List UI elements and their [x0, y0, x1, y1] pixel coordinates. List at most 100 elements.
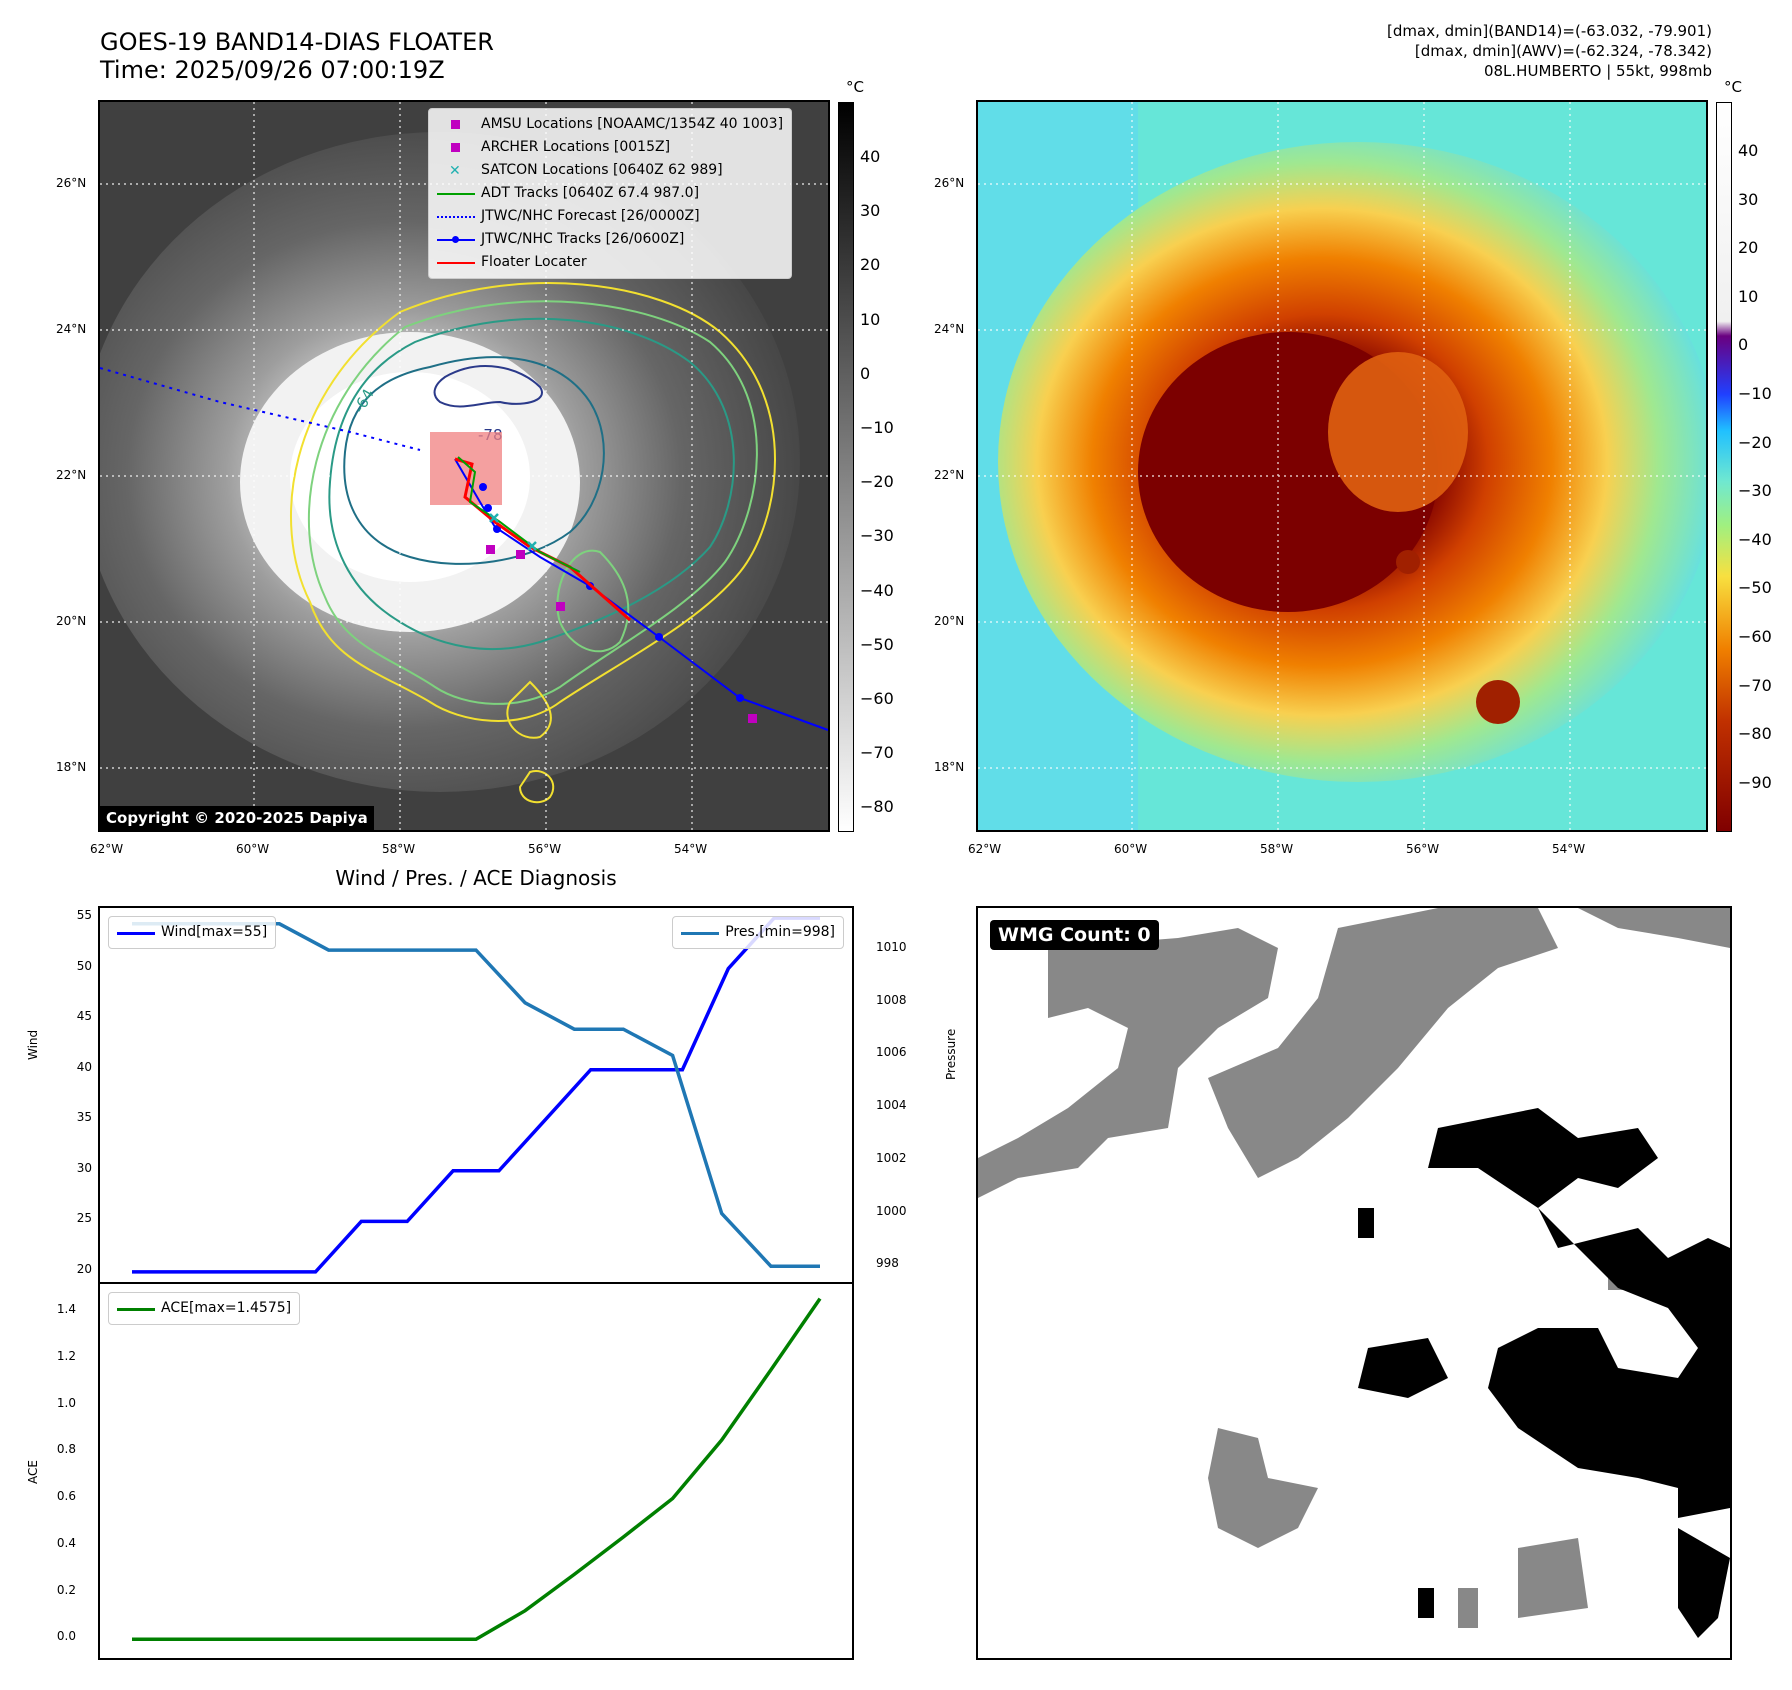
- colorbar-color-tick: 0: [1738, 335, 1749, 355]
- info-band14-range: [dmax, dmin](BAND14)=(-63.032, -79.901): [1387, 22, 1712, 40]
- pressure-legend: Pres.[min=998]: [672, 916, 844, 949]
- legend-symbol: ✕: [449, 162, 461, 179]
- colorbar-gray-tick: 10: [860, 309, 881, 329]
- lat-tick: 22°N: [934, 468, 965, 482]
- ace-ytick: 1.0: [56, 1395, 76, 1410]
- colorbar-gray-tick: −60: [860, 689, 894, 708]
- lon-tick: 56°W: [1406, 842, 1440, 856]
- pressure-ytick: 1002: [876, 1150, 907, 1165]
- map-legend-label: JTWC/NHC Tracks [26/0600Z]: [481, 231, 685, 247]
- colorbar-color-tick: 40: [1738, 141, 1759, 160]
- colorbar-gray-tick: −50: [860, 634, 894, 654]
- awv-map-image: [978, 102, 1706, 830]
- info-storm: 08L.HUMBERTO | 55kt, 998mb: [1483, 62, 1712, 80]
- lon-tick: 62°W: [968, 842, 1002, 856]
- jtwc-track: [454, 458, 828, 731]
- lat-tick: 24°N: [56, 322, 87, 336]
- wmg-image: [978, 908, 1730, 1638]
- pressure-series-line: [132, 922, 820, 1268]
- ace-chart: ACE[max=1.4575]: [98, 1282, 854, 1660]
- ace-ytick: 0.2: [56, 1582, 76, 1597]
- colorbar-gray-unit: °C: [846, 78, 864, 96]
- lon-tick: 58°W: [382, 842, 416, 856]
- lat-tick: 26°N: [934, 176, 965, 190]
- colorbar-gray-tick: −80: [860, 797, 894, 817]
- pressure-axis-label: Pressure: [944, 1028, 958, 1080]
- map-legend-label: JTWC/NHC Forecast [26/0000Z]: [481, 208, 700, 224]
- colorbar-gray-tick: −30: [860, 526, 894, 546]
- ace-ytick: 1.2: [56, 1348, 76, 1363]
- wmg-panel: WMG Count: 0: [976, 906, 1732, 1660]
- map-legend-label: ADT Tracks [0640Z 67.4 987.0]: [481, 185, 700, 201]
- lat-tick: 24°N: [934, 322, 965, 336]
- pressure-ytick: 998: [876, 1256, 899, 1271]
- colorbar-color-tick: −70: [1738, 675, 1772, 695]
- wind-legend-label: Wind[max=55]: [161, 924, 268, 940]
- lat-tick: 20°N: [56, 614, 87, 628]
- figure-timestamp: Time: 2025/09/26 07:00:19Z: [100, 56, 445, 84]
- wind-ytick: 55: [76, 908, 92, 923]
- map-legend-item: AMSU Locations [NOAAMC/1354Z 40 1003]: [437, 113, 783, 136]
- colorbar-color-unit: °C: [1724, 78, 1742, 96]
- lon-tick: 58°W: [1260, 842, 1294, 856]
- copyright-badge: Copyright © 2020-2025 Dapiya: [100, 806, 374, 830]
- info-awv-range: [dmax, dmin](AWV)=(-62.324, -78.342): [1414, 42, 1712, 60]
- lat-tick: 18°N: [56, 760, 87, 774]
- figure-title: GOES-19 BAND14-DIAS FLOATER: [100, 28, 494, 56]
- pressure-ytick: 1004: [876, 1098, 907, 1113]
- lat-tick: 26°N: [56, 176, 87, 190]
- map-legend-item: ADT Tracks [0640Z 67.4 987.0]: [437, 182, 783, 205]
- ace-plot: [132, 1297, 822, 1642]
- map-legend-label: Floater Locater: [481, 254, 587, 270]
- legend-symbol: [437, 188, 475, 200]
- lon-tick: 54°W: [1552, 842, 1586, 856]
- colorbar-gray-tick: 20: [860, 255, 881, 275]
- wind-ytick: 40: [76, 1059, 92, 1074]
- colorbar-gray-tick: −20: [860, 472, 894, 492]
- map-legend-item: JTWC/NHC Tracks [26/0600Z]: [437, 228, 783, 251]
- colorbar-color-tick: 30: [1738, 189, 1759, 209]
- ace-series-line: [132, 1297, 822, 1642]
- wind-legend: Wind[max=55]: [108, 916, 277, 949]
- wind-axis-label: Wind: [26, 1029, 40, 1060]
- map-legend: AMSU Locations [NOAAMC/1354Z 40 1003] ARC…: [428, 108, 793, 279]
- lat-tick: 22°N: [56, 468, 87, 482]
- ace-ytick: 1.4: [56, 1302, 76, 1317]
- ace-ytick: 0.0: [56, 1629, 76, 1644]
- colorbar-color-tick: −10: [1738, 384, 1772, 403]
- colorbar-gray-tick: 30: [860, 201, 881, 221]
- ace-ytick: 0.8: [56, 1442, 76, 1457]
- colorbar-color: [1716, 102, 1732, 832]
- colorbar-color-tick: −50: [1738, 578, 1772, 598]
- colorbar-gray-tick: −10: [860, 418, 894, 437]
- wmg-count-badge: WMG Count: 0: [990, 920, 1159, 950]
- map-legend-label: AMSU Locations [NOAAMC/1354Z 40 1003]: [481, 116, 784, 132]
- pressure-ytick: 1010: [876, 940, 907, 955]
- ir-map-panel: -64 -78 AMSU Locations [NOAAMC/1354Z 40 …: [98, 100, 830, 832]
- pressure-ytick: 1006: [876, 1045, 907, 1060]
- map-legend-item: JTWC/NHC Forecast [26/0000Z]: [437, 205, 783, 228]
- colorbar-color-tick: 20: [1738, 238, 1759, 258]
- pressure-legend-label: Pres.[min=998]: [725, 924, 835, 940]
- pressure-ytick: 1000: [876, 1203, 907, 1218]
- lon-tick: 60°W: [1114, 842, 1148, 856]
- wind-pressure-plot: [132, 916, 820, 1274]
- colorbar-color-tick: −90: [1738, 772, 1772, 792]
- diagnosis-title: Wind / Pres. / ACE Diagnosis: [335, 866, 617, 890]
- lon-tick: 62°W: [90, 842, 124, 856]
- legend-symbol: [437, 211, 475, 223]
- lon-tick: 54°W: [674, 842, 708, 856]
- colorbar-gray-tick: −70: [860, 743, 894, 763]
- legend-symbol: [437, 257, 475, 269]
- wind-ytick: 50: [76, 958, 92, 973]
- colorbar-gray-tick: 0: [860, 363, 871, 383]
- colorbar-color-tick: −30: [1738, 481, 1772, 501]
- ace-axis-label: ACE: [26, 1460, 40, 1484]
- lat-tick: 20°N: [934, 614, 965, 628]
- map-legend-label: ARCHER Locations [0015Z]: [481, 139, 671, 155]
- legend-symbol: [437, 142, 475, 154]
- lon-tick: 56°W: [528, 842, 562, 856]
- wind-ytick: 35: [76, 1110, 92, 1125]
- wind-ytick: 25: [76, 1211, 92, 1226]
- colorbar-color-tick: −20: [1738, 432, 1772, 452]
